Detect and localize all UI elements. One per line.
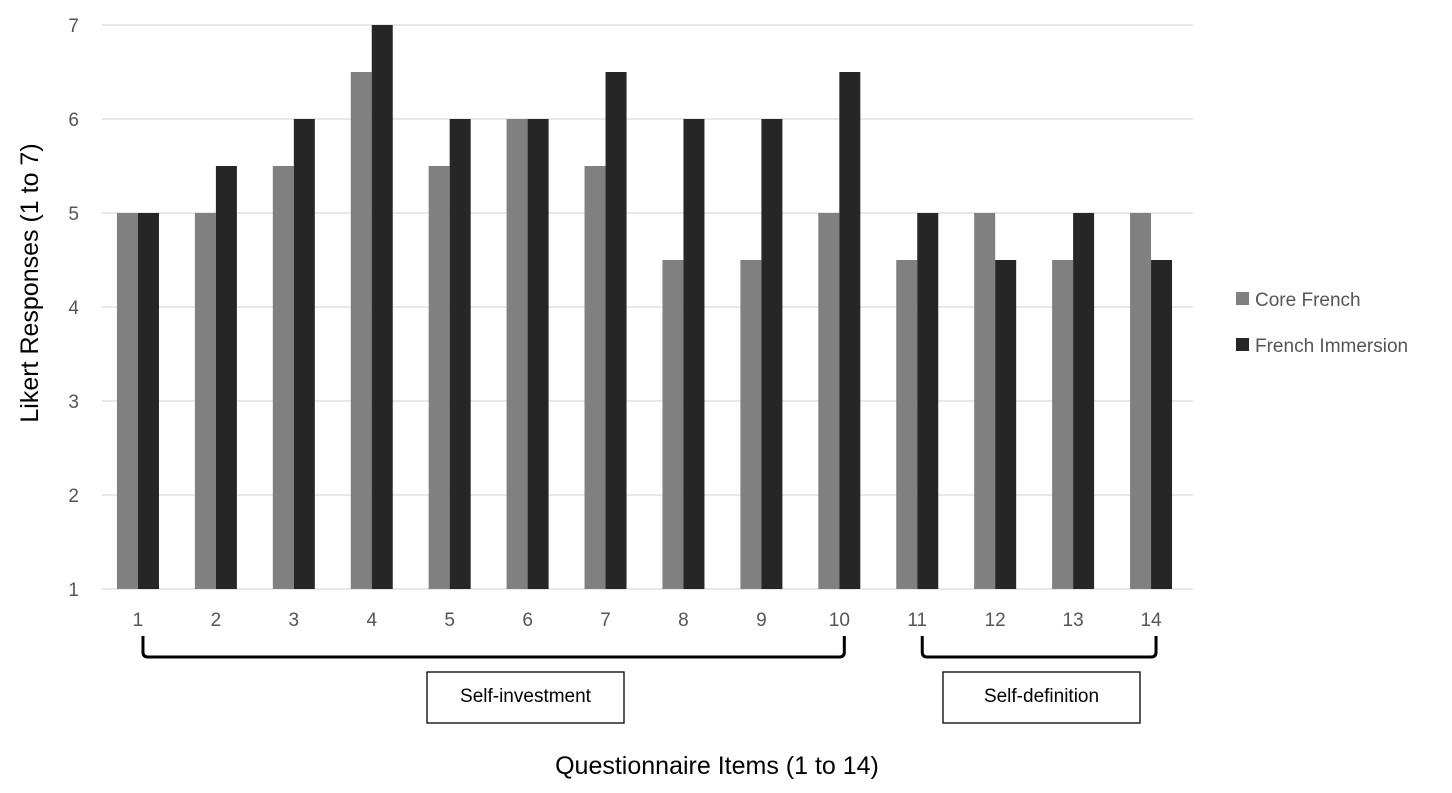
group-bracket <box>920 636 1158 659</box>
x-tick-label: 1 <box>133 610 144 631</box>
x-tick-label: 10 <box>829 610 850 631</box>
group-label: Self-definition <box>984 686 1099 707</box>
x-tick-labels: 1 2 3 4 5 6 7 8 9 10 11 12 13 14 <box>133 610 1162 631</box>
bars <box>116 25 1173 589</box>
x-tick-label: 4 <box>366 610 377 631</box>
x-tick-label: 14 <box>1140 610 1162 631</box>
x-tick-label: 11 <box>907 610 927 631</box>
bar-core-french <box>506 119 528 589</box>
bar-core-french <box>272 166 294 589</box>
bar-french-immersion <box>1073 213 1095 589</box>
y-tick-labels: 1 2 3 4 5 6 7 <box>68 16 79 601</box>
bar-core-french <box>662 260 684 589</box>
bar-french-immersion <box>215 166 237 589</box>
x-tick-label: 12 <box>985 610 1006 631</box>
bar-core-french <box>1052 260 1074 589</box>
y-tick-label: 4 <box>68 298 79 319</box>
y-tick-label: 5 <box>68 204 79 225</box>
legend-label: French Immersion <box>1255 336 1408 357</box>
bar-core-french <box>896 260 918 589</box>
y-axis-title: Likert Responses (1 to 7) <box>16 143 44 422</box>
y-tick-label: 6 <box>68 110 79 131</box>
bar-core-french <box>818 213 840 589</box>
bar-french-immersion <box>995 260 1017 589</box>
group-label-box <box>426 671 625 724</box>
bar-french-immersion <box>839 72 861 589</box>
x-tick-label: 2 <box>211 610 222 631</box>
y-tick-label: 7 <box>68 16 79 37</box>
bar-french-immersion <box>293 119 315 589</box>
x-tick-label: 8 <box>678 610 689 631</box>
bar-core-french <box>974 213 996 589</box>
y-tick-label: 1 <box>68 580 79 601</box>
legend-swatch <box>1236 292 1249 305</box>
bar-french-immersion <box>527 119 549 589</box>
bar-french-immersion <box>605 72 627 589</box>
group-label-box <box>942 671 1141 724</box>
bar-core-french <box>194 213 216 589</box>
legend-label: Core French <box>1255 290 1361 311</box>
x-tick-label: 9 <box>756 610 767 631</box>
bar-core-french <box>740 260 762 589</box>
bar-french-immersion <box>917 213 939 589</box>
x-tick-label: 3 <box>289 610 300 631</box>
legend-swatch <box>1236 338 1249 351</box>
bar-french-immersion <box>1151 260 1173 589</box>
gridlines <box>102 24 1193 590</box>
bar-core-french <box>584 166 606 589</box>
x-tick-label: 5 <box>444 610 455 631</box>
bar-french-immersion <box>683 119 705 589</box>
x-tick-label: 6 <box>522 610 533 631</box>
bar-french-immersion <box>449 119 471 589</box>
bar-french-immersion <box>371 25 393 589</box>
bar-core-french <box>1130 213 1152 589</box>
bar-french-immersion <box>761 119 783 589</box>
item-groups: Self-investment Self-definition <box>141 636 1158 724</box>
y-tick-label: 3 <box>68 392 79 413</box>
legend: Core French French Immersion <box>1236 290 1408 357</box>
x-tick-label: 7 <box>600 610 611 631</box>
group-label: Self-investment <box>460 686 592 707</box>
bar-core-french <box>350 72 372 589</box>
bar-core-french <box>428 166 450 589</box>
bar-core-french <box>116 213 138 589</box>
y-tick-label: 2 <box>68 486 79 507</box>
x-tick-label: 13 <box>1063 610 1084 631</box>
x-axis-title: Questionnaire Items (1 to 14) <box>555 752 879 780</box>
bar-french-immersion <box>137 213 159 589</box>
group-bracket <box>141 636 846 659</box>
